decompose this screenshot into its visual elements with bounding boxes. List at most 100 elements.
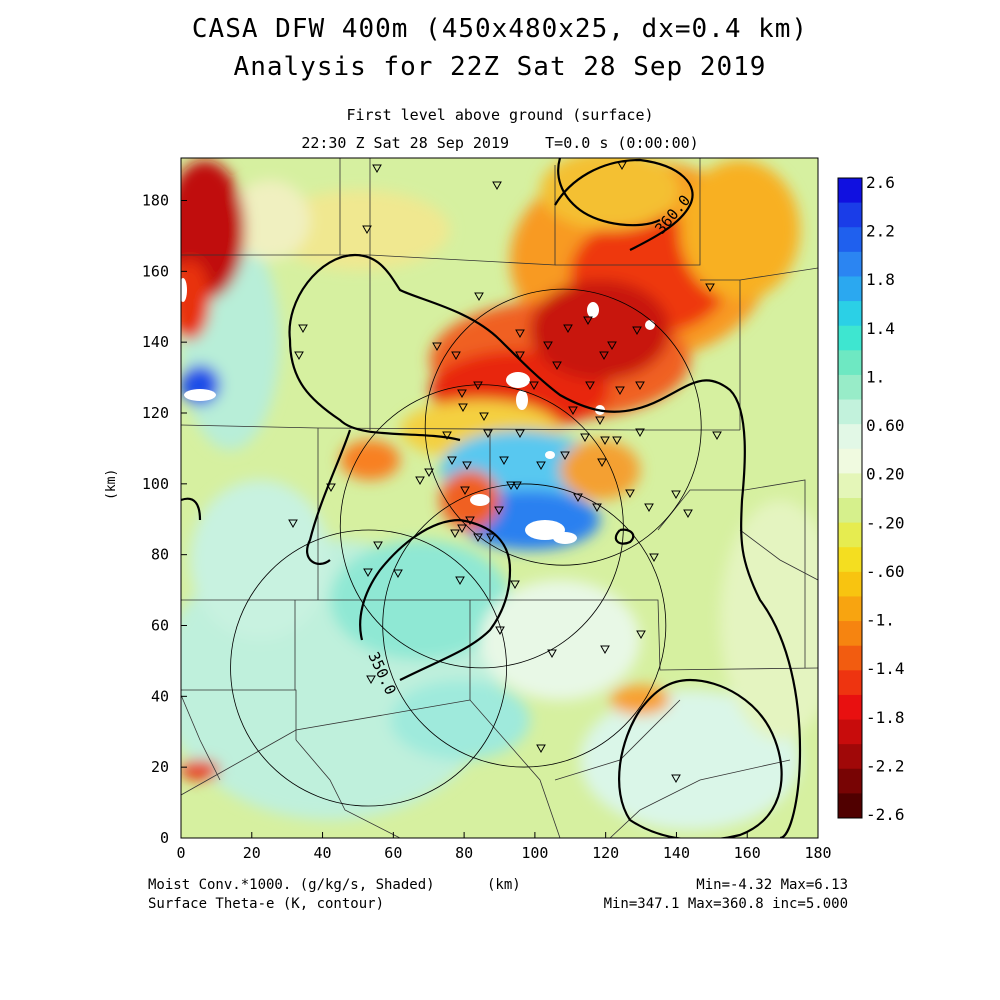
station-marker <box>486 533 496 543</box>
colorbar-swatch <box>838 350 862 376</box>
y-axis: 0 20 40 60 80 100 120 140 160 180 <box>142 192 187 847</box>
station-marker <box>595 416 605 426</box>
station-marker <box>372 164 382 174</box>
colorbar-swatch <box>838 621 862 647</box>
colorbar-swatch <box>838 178 862 204</box>
colorbar-label: -1.8 <box>866 708 905 727</box>
station-marker <box>636 630 646 640</box>
contour-min-max: Min=347.1 Max=360.8 inc=5.000 <box>603 896 848 912</box>
station-marker <box>607 341 617 351</box>
station-marker <box>506 481 516 491</box>
y-tick-label: 20 <box>151 758 169 776</box>
y-tick-label: 60 <box>151 617 169 635</box>
main-title: CASA DFW 400m (450x480x25, dx=0.4 km) <box>191 14 809 44</box>
station-marker <box>563 324 573 334</box>
colorbar-label: -1. <box>866 611 895 630</box>
station-marker <box>373 541 383 551</box>
colorbar-swatch <box>838 202 862 228</box>
x-tick-label: 180 <box>804 844 831 862</box>
level-subtitle: First level above ground (surface) <box>346 106 654 124</box>
colorbar-label: -2.6 <box>866 805 905 824</box>
radar-ring <box>382 483 667 768</box>
station-marker <box>415 476 425 486</box>
station-marker <box>479 412 489 422</box>
station-marker <box>515 351 525 361</box>
station-marker <box>363 568 373 578</box>
station-marker <box>568 406 578 416</box>
station-marker <box>644 503 654 513</box>
station-marker <box>362 225 372 235</box>
y-tick-label: 80 <box>151 546 169 564</box>
y-tick-label: 160 <box>142 262 169 280</box>
colorbar-swatch <box>838 793 862 819</box>
station-marker <box>424 468 434 478</box>
colorbar-swatch <box>838 424 862 450</box>
station-marker <box>671 774 681 784</box>
station-marker <box>543 341 553 351</box>
colorbar-swatch <box>838 744 862 770</box>
station-marker <box>510 580 520 590</box>
station-marker <box>625 489 635 499</box>
station-marker <box>536 461 546 471</box>
x-axis: 0 20 40 60 80 100 120 140 160 180 <box>176 832 832 862</box>
colorbar-label: 0.20 <box>866 465 905 484</box>
station-marker <box>632 326 642 336</box>
radar-range-rings <box>230 288 702 807</box>
station-marker <box>495 626 505 636</box>
station-marker <box>585 381 595 391</box>
station-marker <box>473 381 483 391</box>
contour-field-description: Surface Theta-e (K, contour) <box>148 896 385 912</box>
colorbar-swatch <box>838 374 862 401</box>
colorbar-swatch <box>838 719 862 745</box>
colorbar-label: 2.6 <box>866 173 895 192</box>
station-marker <box>465 516 475 526</box>
x-tick-label: 160 <box>734 844 761 862</box>
x-tick-label: 80 <box>455 844 473 862</box>
station-marker <box>617 161 627 171</box>
station-marker <box>529 381 539 391</box>
y-tick-label: 40 <box>151 687 169 705</box>
y-tick-label: 120 <box>142 404 169 422</box>
station-marker <box>560 451 570 461</box>
station-marker <box>583 316 593 326</box>
y-tick-label: 100 <box>142 475 169 493</box>
station-marker <box>683 509 693 519</box>
station-marker <box>671 490 681 500</box>
station-marker <box>432 342 442 352</box>
colorbar-label: -2.2 <box>866 756 905 775</box>
station-marker <box>499 456 509 466</box>
station-marker <box>649 553 659 563</box>
x-tick-label: 100 <box>521 844 548 862</box>
station-marker <box>326 483 336 493</box>
station-marker <box>462 461 472 471</box>
x-tick-label: 0 <box>176 844 185 862</box>
colorbar-swatch <box>838 522 862 548</box>
station-marker <box>536 744 546 754</box>
colorbar-swatch <box>838 227 862 253</box>
station-marker <box>450 529 460 539</box>
colorbar-label: 1. <box>866 367 885 386</box>
station-marker <box>512 481 522 491</box>
colorbar-label: 0.60 <box>866 416 905 435</box>
station-marker <box>294 351 304 361</box>
station-marker <box>515 329 525 339</box>
station-marker <box>705 283 715 293</box>
colorbar-label: 1.4 <box>866 319 895 338</box>
colorbar-swatch <box>838 251 862 277</box>
colorbar-swatch <box>838 571 862 597</box>
radar-ring <box>230 529 507 807</box>
station-marker <box>447 456 457 466</box>
y-axis-label: (km) <box>104 468 119 500</box>
station-marker <box>597 458 607 468</box>
station-marker <box>442 431 452 441</box>
station-marker <box>451 351 461 361</box>
x-tick-label: 40 <box>314 844 332 862</box>
station-marker <box>600 436 610 446</box>
station-marker <box>483 429 493 439</box>
station-marker <box>494 506 504 516</box>
colorbar-swatch <box>838 596 862 622</box>
colorbar-label: 1.8 <box>866 270 895 289</box>
y-tick-label: 180 <box>142 192 169 210</box>
station-marker <box>366 675 376 685</box>
colorbar-swatch <box>838 473 862 499</box>
